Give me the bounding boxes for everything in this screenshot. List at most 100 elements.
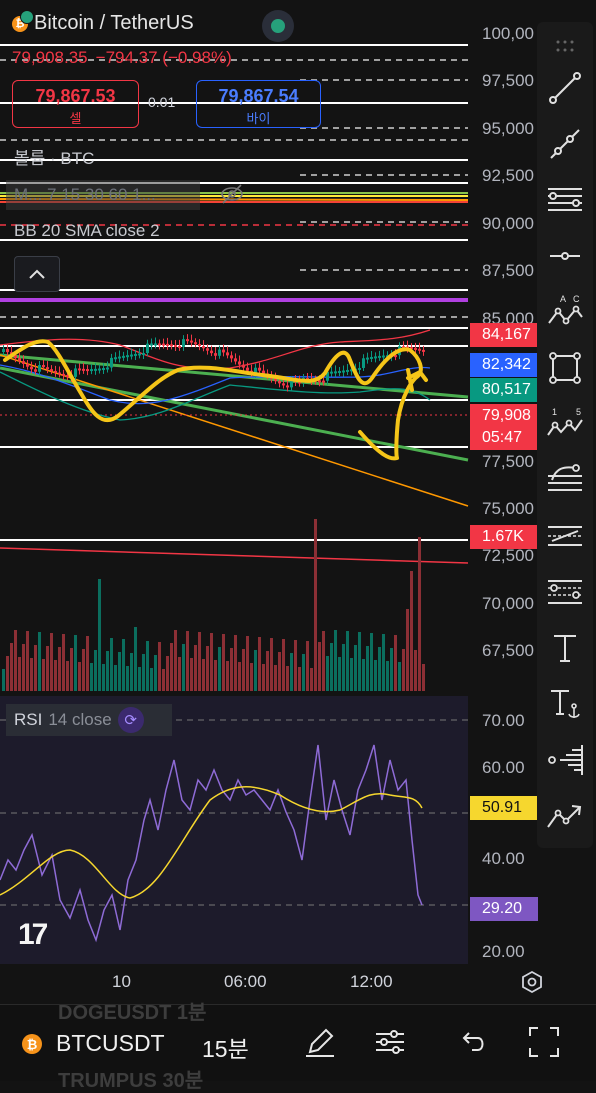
- parallel-channel-icon[interactable]: [543, 178, 587, 222]
- price-axis-label: 100,00: [482, 24, 534, 43]
- candle: [38, 365, 41, 372]
- buy-price: 79,867.54: [218, 86, 299, 106]
- candle: [322, 380, 325, 383]
- volume-bar: [146, 641, 149, 691]
- price-tag: 84,167: [470, 323, 538, 347]
- volume-bar: [330, 643, 333, 691]
- symbol-selector[interactable]: BTCUSDT: [56, 1030, 165, 1056]
- volume-bar: [134, 627, 137, 691]
- chart-settings-icon[interactable]: [520, 970, 544, 994]
- indicator-settings-icon[interactable]: [372, 1024, 408, 1060]
- volume-bar: [18, 657, 21, 691]
- volume-bar: [334, 630, 337, 691]
- buy-button[interactable]: 79,867.54 바이: [196, 80, 321, 128]
- candle: [342, 370, 345, 373]
- volume-bar: [10, 643, 13, 691]
- candle: [258, 367, 261, 371]
- candle: [362, 358, 365, 368]
- candle: [146, 343, 149, 354]
- candle: [230, 355, 233, 359]
- volume-bar: [262, 664, 265, 691]
- candle: [98, 368, 101, 371]
- volume-bar: [370, 633, 373, 691]
- volume-bar: [86, 636, 89, 691]
- volume-bar: [414, 650, 417, 691]
- candle: [130, 354, 133, 357]
- candle: [274, 378, 277, 382]
- volume-bar: [234, 635, 237, 691]
- last-price: 79,908.35: [12, 48, 88, 67]
- candle: [50, 369, 53, 372]
- candle: [6, 349, 9, 353]
- trend-line-icon[interactable]: [543, 66, 587, 110]
- green-trendline-upper: [0, 353, 469, 399]
- volume-legend[interactable]: 볼륨 · BTC: [14, 149, 95, 168]
- interval-selector[interactable]: 15분: [202, 1036, 249, 1062]
- gann-box-icon[interactable]: [543, 514, 587, 558]
- price-axis-label: 70,000: [482, 594, 534, 613]
- eye-off-icon[interactable]: [220, 183, 244, 205]
- drawing-pen-icon[interactable]: [302, 1024, 338, 1060]
- volume-bar: [198, 632, 201, 691]
- svg-text:A: A: [560, 294, 566, 304]
- volume-bar: [162, 669, 165, 691]
- candle: [90, 369, 93, 372]
- pair-title: Bitcoin / TetherUS: [34, 12, 194, 34]
- candle: [34, 369, 37, 372]
- sell-button[interactable]: 79,867.53 셀: [12, 80, 139, 128]
- candle: [246, 367, 249, 371]
- bb-legend[interactable]: BB 20 SMA close 2: [14, 221, 160, 240]
- fullscreen-icon[interactable]: [526, 1024, 562, 1060]
- rsi-params: 14 close: [48, 710, 112, 729]
- price-axis-label: 75,000: [482, 499, 534, 518]
- text-icon[interactable]: [543, 626, 587, 670]
- anchored-text-icon[interactable]: [543, 682, 587, 726]
- candle: [178, 345, 181, 348]
- volume-bar: [94, 650, 97, 691]
- ma-legend[interactable]: M... 7 15 30 60 1...: [6, 180, 200, 210]
- candle: [62, 373, 65, 376]
- volume-profile-icon[interactable]: [543, 738, 587, 782]
- volume-bar: [186, 631, 189, 691]
- candle: [422, 349, 425, 352]
- volume-bar: [30, 658, 33, 691]
- horizontal-line-icon[interactable]: [543, 234, 587, 278]
- candle: [262, 370, 265, 374]
- candle: [182, 339, 185, 347]
- volume-bar: [366, 646, 369, 691]
- rsi-line: [0, 744, 423, 943]
- forecast-icon[interactable]: [543, 794, 587, 838]
- volume-bar: [202, 659, 205, 691]
- fib-channel-icon[interactable]: [543, 570, 587, 614]
- fib-retracement-icon[interactable]: [543, 458, 587, 502]
- freehand-arrow-head: [406, 369, 428, 382]
- ray-icon[interactable]: [543, 122, 587, 166]
- drag-handle-icon[interactable]: [543, 24, 587, 68]
- volume-bar: [82, 649, 85, 691]
- volume-bar: [170, 643, 173, 691]
- volume-bar: [58, 647, 61, 691]
- rsi-legend[interactable]: RSI 14 close ⟳: [6, 704, 172, 736]
- candle: [286, 385, 289, 388]
- refresh-icon[interactable]: ⟳: [117, 707, 144, 733]
- volume-bar: [194, 645, 197, 691]
- symbol-title[interactable]: ₿ Bitcoin / TetherUS: [12, 9, 194, 35]
- volume-bar: [38, 632, 41, 691]
- volume-bar: [34, 645, 37, 691]
- volume-bar: [78, 662, 81, 691]
- price-tag: 80,517: [470, 378, 538, 402]
- rectangle-icon[interactable]: [543, 346, 587, 390]
- volume-bar: [130, 653, 133, 691]
- market-status-button[interactable]: [262, 10, 294, 42]
- candle: [110, 357, 113, 368]
- undo-icon[interactable]: [454, 1024, 490, 1060]
- collapse-legend-button[interactable]: [14, 256, 60, 292]
- candle: [186, 339, 189, 342]
- volume-bar: [54, 660, 57, 691]
- volume-bar: [406, 609, 409, 691]
- price-axis-label: 97,500: [482, 71, 534, 90]
- price-change-line: 79,908.35 −794.37 (−0.98%): [12, 48, 232, 68]
